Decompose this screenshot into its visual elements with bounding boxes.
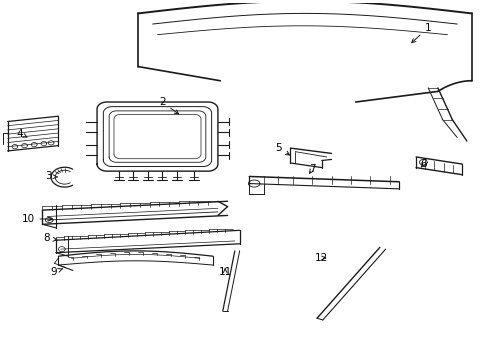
Text: 1: 1 [411,23,430,43]
Text: 6: 6 [419,159,426,169]
Text: 2: 2 [159,97,178,114]
Text: 4: 4 [17,129,27,139]
Text: 3: 3 [45,171,58,181]
Text: 10: 10 [21,214,52,224]
Text: 5: 5 [274,143,289,155]
Text: 9: 9 [50,267,62,277]
Text: 12: 12 [315,253,328,263]
Text: 8: 8 [43,234,57,243]
Text: 11: 11 [218,267,231,277]
Text: 7: 7 [308,165,315,174]
